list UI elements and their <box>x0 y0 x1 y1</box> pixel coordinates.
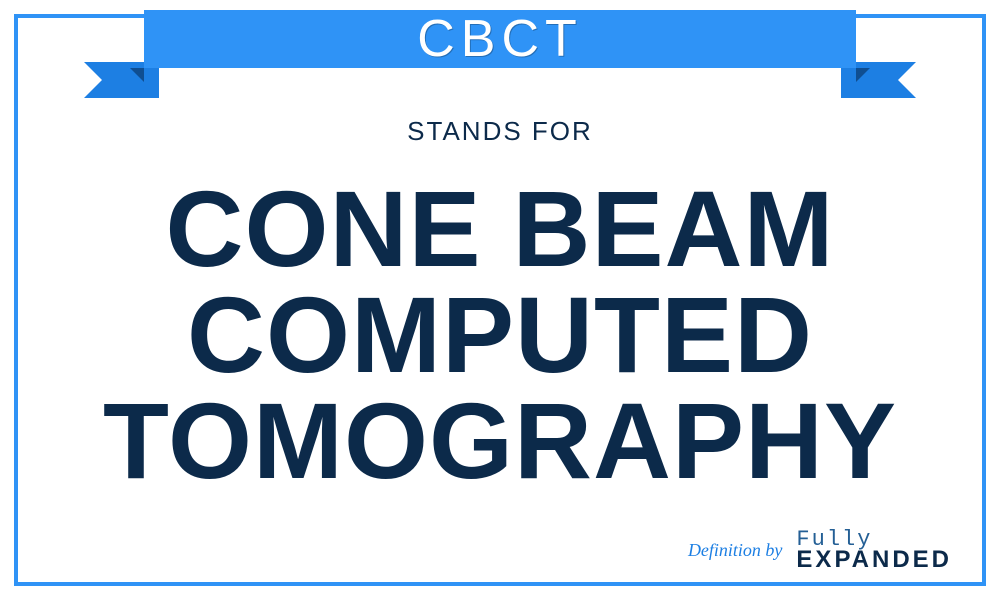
source-logo: Fully Expanded <box>796 531 952 570</box>
definition-block: CONE BEAM COMPUTED TOMOGRAPHY <box>68 168 932 502</box>
ribbon-fold-right <box>856 68 870 82</box>
acronym-text: CBCT <box>417 9 583 69</box>
attribution: Definition by Fully Expanded <box>688 531 952 570</box>
card-frame: CBCT STANDS FOR CONE BEAM COMPUTED TOMOG… <box>14 14 986 586</box>
logo-line-2: Expanded <box>796 546 952 573</box>
ribbon-fold-left <box>130 68 144 82</box>
definition-by-label: Definition by <box>688 540 782 561</box>
ribbon-banner: CBCT <box>90 10 910 98</box>
ribbon-main: CBCT <box>144 10 856 68</box>
stands-for-label: STANDS FOR <box>18 116 982 147</box>
definition-text: CONE BEAM COMPUTED TOMOGRAPHY <box>68 176 932 493</box>
